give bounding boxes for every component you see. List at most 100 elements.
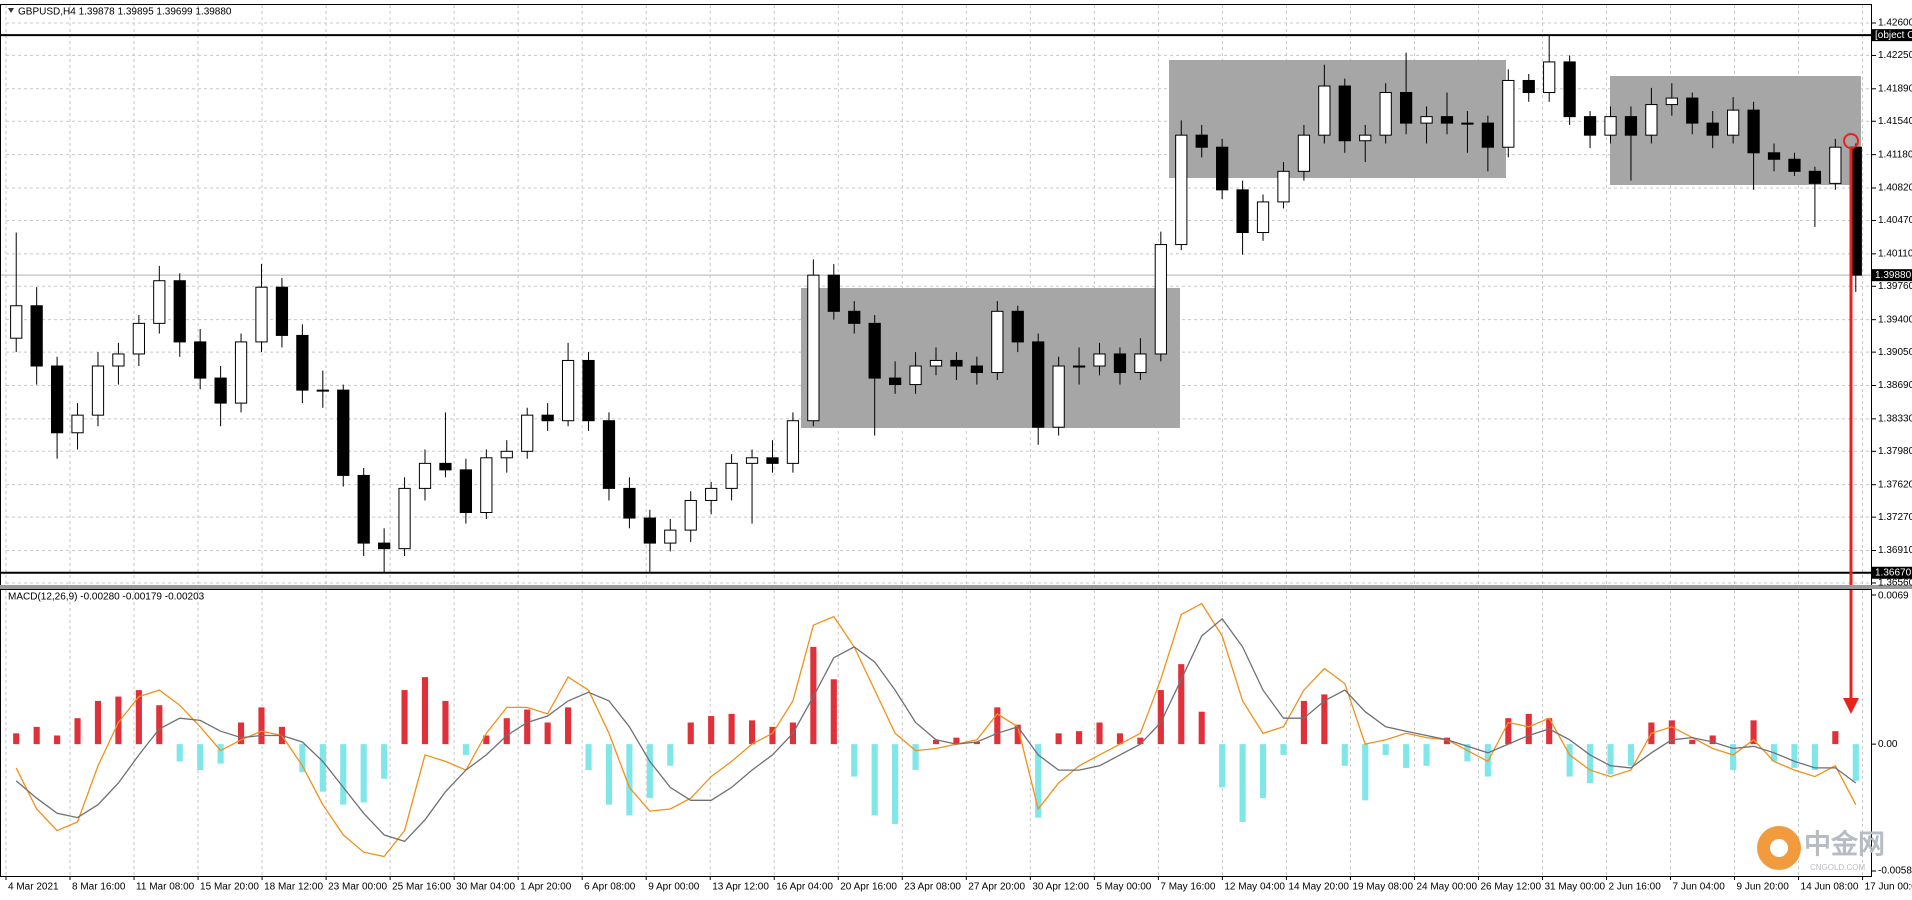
candle-body — [1195, 134, 1208, 148]
candle-body — [1297, 134, 1311, 172]
candle-body — [1154, 244, 1167, 355]
y-tick-label: 1.39760 — [1878, 281, 1912, 292]
candle-body — [1011, 310, 1024, 343]
candle-body — [1502, 79, 1515, 148]
histogram-bar — [769, 726, 776, 745]
x-tick-label: 1 Apr 20:00 — [520, 882, 572, 893]
y-tick-label: 1.42600 — [1878, 18, 1912, 29]
candle-body — [378, 542, 391, 550]
x-tick-label: 9 Apr 00:00 — [648, 882, 700, 893]
candle-body — [1665, 97, 1678, 106]
histogram-bar — [1362, 744, 1369, 801]
histogram-bar — [54, 735, 61, 745]
histogram-bar — [156, 705, 163, 745]
histogram-bar — [1607, 744, 1614, 775]
histogram-bar — [1423, 744, 1430, 766]
candle-body — [1072, 365, 1086, 368]
candle-body — [1461, 122, 1474, 125]
candle-body — [316, 389, 329, 392]
x-tick-label: 7 May 16:00 — [1160, 882, 1215, 893]
histogram-bar — [381, 744, 388, 779]
price-label: [object Object] — [1875, 30, 1912, 41]
candle-body — [153, 280, 166, 324]
histogram-bar — [830, 679, 837, 745]
histogram-bar — [1259, 744, 1267, 799]
histogram-bar — [1055, 733, 1062, 745]
candle-body — [255, 286, 268, 343]
candle-body — [868, 322, 881, 379]
histogram-bar — [1035, 744, 1042, 818]
candle-body — [337, 389, 350, 476]
histogram-bar — [932, 739, 940, 745]
histogram-bar — [1587, 744, 1594, 784]
x-tick-label: 25 Mar 16:00 — [392, 882, 451, 893]
histogram-bar — [871, 744, 878, 816]
y-tick-label: 1.41890 — [1878, 83, 1912, 94]
candle-body — [1338, 85, 1351, 142]
candle-body — [827, 274, 840, 312]
price-label-box — [1872, 29, 1912, 42]
histogram-bar — [1627, 744, 1635, 766]
candle-body — [848, 310, 861, 324]
x-tick-label: 19 May 08:00 — [1352, 882, 1413, 893]
candle-body — [1113, 353, 1127, 374]
histogram-bar — [667, 744, 674, 766]
candle-body — [1399, 92, 1413, 124]
macd-pane-border — [0, 589, 1872, 877]
y-tick-label: 1.39050 — [1878, 347, 1912, 358]
candle-body — [1767, 152, 1781, 160]
candle-body — [1052, 365, 1065, 428]
histogram-bar — [1403, 744, 1410, 768]
x-tick-label: 2 Jun 16:00 — [1609, 882, 1662, 893]
histogram-bar — [953, 737, 960, 745]
histogram-bar — [1464, 744, 1471, 762]
histogram-bar — [1014, 724, 1021, 745]
histogram-bar — [1852, 744, 1859, 781]
candle-body — [745, 457, 759, 464]
y-tick-label: 1.38690 — [1878, 380, 1912, 391]
x-tick-label: 4 Mar 2021 — [8, 882, 59, 893]
price-lines — [0, 34, 1872, 574]
histogram-bar — [135, 690, 142, 745]
histogram-bar — [524, 709, 531, 745]
candle-body — [766, 457, 779, 464]
x-tick-label: 7 Jun 04:00 — [1673, 882, 1726, 893]
frame: GBPUSD,H4 1.39878 1.39895 1.39699 1.3988… — [0, 4, 1912, 893]
histogram-bar — [605, 744, 613, 805]
candle-body — [1829, 146, 1842, 184]
histogram-bar — [319, 744, 326, 792]
histogram-bar — [1321, 694, 1328, 745]
candle-body — [1359, 134, 1372, 142]
y-tick-label: 1.42250 — [1878, 50, 1912, 61]
candle-body — [705, 487, 718, 501]
candle-body — [1808, 170, 1822, 184]
candle-body — [1788, 158, 1801, 172]
candle-body — [1481, 122, 1494, 148]
x-tick-label: 31 May 00:00 — [1544, 882, 1605, 893]
x-tick-label: 16 Apr 04:00 — [776, 882, 833, 893]
candle-body — [970, 365, 983, 374]
candle-body — [214, 377, 227, 404]
candle-body — [1686, 97, 1699, 124]
histogram-bar — [626, 744, 633, 816]
histogram-bar — [585, 744, 592, 771]
y-tick-label: -0.00587 — [1878, 866, 1912, 877]
candle-body — [1277, 170, 1290, 203]
candle-body — [1216, 146, 1229, 191]
x-tick-label: 9 Jun 20:00 — [1737, 882, 1790, 893]
symbol-icon — [8, 8, 14, 13]
x-tick-label: 12 May 04:00 — [1224, 882, 1285, 893]
candle-body — [909, 365, 922, 386]
candle-body — [275, 286, 289, 336]
candle-body — [1318, 85, 1331, 136]
watermark-logo-inner — [1770, 839, 1788, 857]
price-label-box — [1872, 566, 1912, 579]
candle-body — [1256, 201, 1270, 234]
candle-body — [1522, 79, 1535, 94]
x-tick-label: 24 May 00:00 — [1416, 882, 1477, 893]
histogram-bar — [1341, 744, 1348, 766]
candle-body — [807, 274, 820, 422]
candle-body — [684, 499, 697, 531]
